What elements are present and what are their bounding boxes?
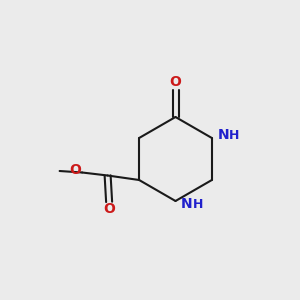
Text: H: H [193, 197, 203, 211]
Text: H: H [229, 128, 239, 142]
Text: O: O [103, 202, 115, 216]
Text: N: N [218, 128, 229, 142]
Text: O: O [169, 76, 181, 89]
Text: N: N [181, 197, 193, 211]
Text: O: O [70, 163, 82, 177]
